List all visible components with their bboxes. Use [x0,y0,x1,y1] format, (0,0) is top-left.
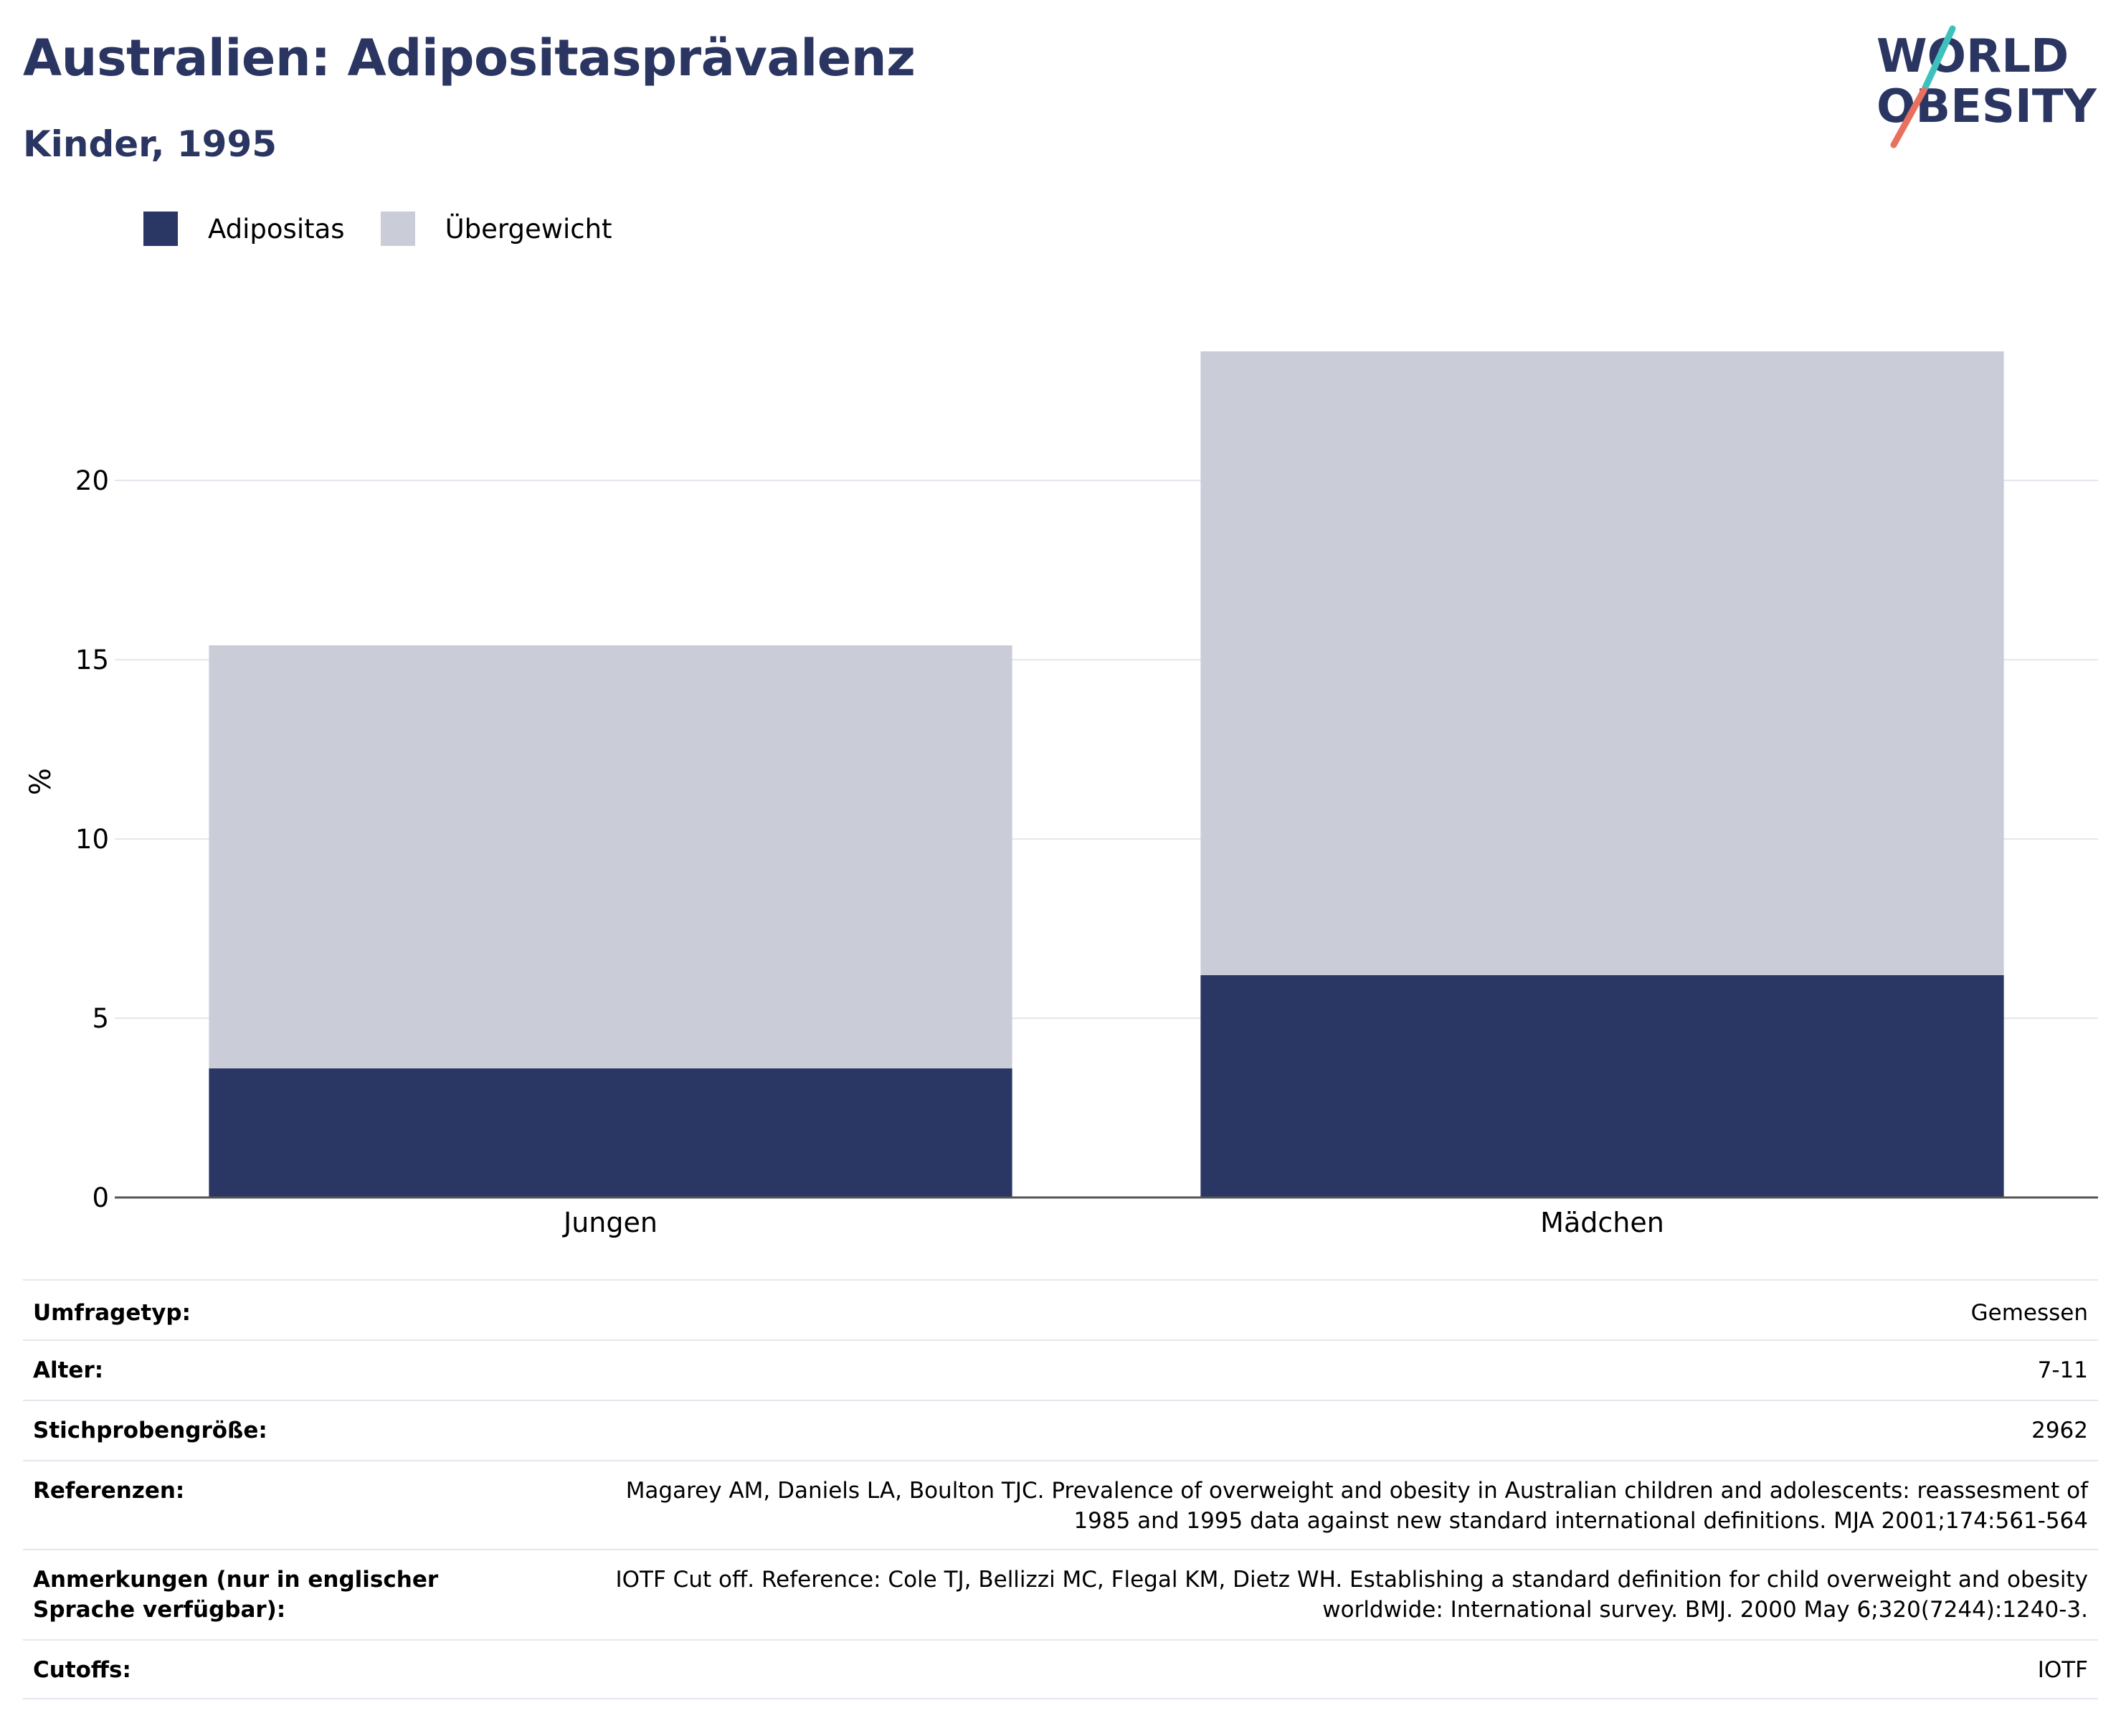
y-tick-label: 0 [92,1182,109,1213]
y-tick-label: 5 [92,1003,109,1034]
legend-swatch-adipositas [143,212,178,246]
y-tick-label: 15 [75,645,109,675]
info-label: Cutoffs: [33,1657,131,1683]
info-row-survey-type: Umfragetyp: Gemessen [23,1279,2098,1339]
bar-uebergewicht [209,645,1012,1068]
legend-item-uebergewicht[interactable]: Übergewicht [380,212,612,246]
chart-subtitle: Kinder, 1995 [23,123,277,165]
info-row-age: Alter: 7-11 [23,1339,2098,1400]
chart-legend: Adipositas Übergewicht [143,212,648,246]
info-value: IOTF Cut off. Reference: Cole TJ, Belliz… [615,1567,2088,1623]
info-row-cutoffs: Cutoffs: IOTF [23,1639,2098,1699]
y-tick-label: 20 [75,465,109,496]
info-row-notes: Anmerkungen (nur in englischer Sprache v… [23,1549,2098,1639]
bar-adipositas [1200,975,2004,1197]
world-obesity-logo: WORLD OBESITY [1876,25,2097,148]
chart-title: Australien: Adipositasprävalenz [23,29,916,87]
info-row-references: Referenzen: Magarey AM, Daniels LA, Boul… [23,1460,2098,1549]
info-label: Anmerkungen (nur in englischer Sprache v… [33,1567,439,1623]
info-value: Gemessen [1970,1300,2088,1326]
survey-info-table: Umfragetyp: Gemessen Alter: 7-11 Stichpr… [23,1279,2098,1699]
y-tick-label: 10 [75,824,109,855]
info-label: Alter: [33,1357,104,1383]
info-value: 7-11 [2037,1357,2088,1383]
x-tick-label: Jungen [562,1207,658,1238]
legend-label-uebergewicht: Übergewicht [445,213,612,245]
y-axis-label: % [24,768,57,795]
bar-chart: 0 5 10 15 20% Jungen Mädchen [24,351,2098,1238]
legend-item-adipositas[interactable]: Adipositas [143,212,345,246]
info-row-sample-size: Stichprobengröße: 2962 [23,1400,2098,1460]
info-value: 2962 [2031,1418,2088,1443]
info-label: Stichprobengröße: [33,1418,267,1443]
bar-uebergewicht [1200,351,2004,975]
info-value: Magarey AM, Daniels LA, Boulton TJC. Pre… [625,1478,2088,1534]
bar-adipositas [209,1068,1012,1197]
x-tick-label: Mädchen [1540,1207,1664,1238]
logo-line1: WORLD [1876,30,2069,83]
legend-swatch-uebergewicht [380,212,415,246]
info-label: Umfragetyp: [33,1300,191,1326]
legend-label-adipositas: Adipositas [208,213,345,245]
info-value: IOTF [2037,1657,2088,1683]
info-label: Referenzen: [33,1478,185,1504]
